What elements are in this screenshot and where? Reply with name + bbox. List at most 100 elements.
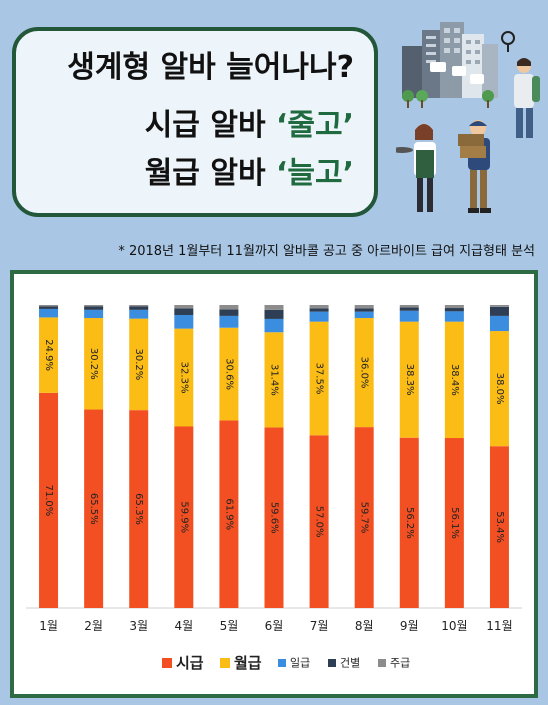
data-label-1-9: 56.2% [404, 507, 415, 539]
legend-label-2: 월급 [234, 654, 262, 672]
bar-segment-5-10 [444, 305, 464, 309]
data-label-1-5: 61.9% [223, 498, 234, 530]
bar-segment-4-2 [84, 306, 104, 310]
bar-segment-3-2 [84, 309, 104, 319]
data-label-1-2: 65.5% [88, 493, 99, 525]
bar-segment-1-7 [309, 435, 329, 608]
bar-segment-4-11 [489, 306, 509, 316]
subline-hourly-prefix: 시급 알바 [144, 108, 276, 143]
bar-segment-3-11 [489, 315, 509, 332]
bar-segment-2-1 [39, 317, 59, 393]
x-tick-label-1: 1월 [39, 619, 58, 633]
subline-monthly-highlight: ‘늘고’ [276, 156, 354, 191]
data-label-1-1: 71.0% [43, 485, 54, 517]
bar-segment-3-10 [444, 311, 464, 322]
bar-segment-2-8 [354, 318, 374, 428]
bar-segment-5-8 [354, 305, 374, 309]
bar-segment-2-5 [219, 327, 239, 421]
x-tick-label-9: 9월 [400, 619, 419, 633]
bar-segment-2-6 [264, 332, 284, 428]
bar-segment-2-7 [309, 321, 329, 436]
data-label-1-4: 59.9% [178, 501, 189, 533]
bar-segment-3-7 [309, 311, 329, 322]
bar-segment-5-2 [84, 305, 104, 307]
x-tick-label-6: 6월 [265, 619, 284, 633]
x-tick-label-11: 11월 [486, 619, 512, 633]
subline-hourly: 시급 알바 ‘줄고’ [145, 109, 354, 143]
bar-segment-4-6 [264, 309, 284, 319]
bar-segment-1-9 [399, 437, 419, 608]
phone-commuter-figure [501, 31, 540, 138]
legend-label-4: 건별 [340, 657, 360, 670]
bar-segment-2-9 [399, 321, 419, 438]
bar-segment-2-11 [489, 331, 509, 447]
data-label-1-11: 53.4% [494, 511, 505, 543]
delivery-worker-figure [458, 120, 491, 213]
bar-segment-4-9 [399, 307, 419, 311]
bar-segment-2-4 [174, 328, 194, 427]
bar-segment-1-2 [84, 409, 104, 608]
city-workers-illustration [396, 22, 540, 213]
bar-segment-3-1 [39, 308, 59, 318]
bar-segment-5-7 [309, 305, 329, 309]
legend-swatch-2 [220, 658, 230, 668]
subline-monthly: 월급 알바 ‘늘고’ [145, 157, 354, 191]
bar-segment-4-4 [174, 308, 194, 315]
bar-segment-3-9 [399, 310, 419, 322]
x-tick-label-10: 10월 [441, 619, 467, 633]
headline: 생계형 알바 늘어나나? [67, 51, 354, 85]
bar-segment-1-3 [129, 410, 149, 608]
bar-segment-4-7 [309, 308, 329, 312]
data-label-2-10: 38.4% [449, 364, 460, 396]
data-label-1-6: 59.6% [269, 502, 280, 534]
bar-segment-5-3 [129, 305, 149, 307]
bar-segment-1-1 [39, 392, 59, 608]
bar-segment-3-5 [219, 315, 239, 328]
bar-segment-1-8 [354, 427, 374, 608]
legend-swatch-4 [328, 659, 336, 667]
bar-segment-1-5 [219, 420, 239, 608]
data-label-2-6: 31.4% [269, 364, 280, 396]
data-label-2-8: 36.0% [359, 357, 370, 389]
bar-segment-4-8 [354, 308, 374, 312]
bar-segment-4-3 [129, 306, 149, 310]
bar-segment-3-3 [129, 309, 149, 319]
data-label-1-10: 56.1% [449, 507, 460, 539]
data-label-2-4: 32.3% [178, 362, 189, 394]
bar-segment-4-5 [219, 309, 239, 316]
x-tick-label-5: 5월 [220, 619, 239, 633]
bar-segment-1-6 [264, 427, 284, 608]
data-label-2-11: 38.0% [494, 373, 505, 405]
buildings-group [402, 22, 498, 98]
x-tick-label-8: 8월 [355, 619, 374, 633]
bar-segment-5-4 [174, 305, 194, 309]
data-label-2-7: 37.5% [314, 363, 325, 395]
data-label-2-5: 30.6% [223, 358, 234, 390]
bar-segment-5-9 [399, 305, 419, 308]
bar-segment-5-5 [219, 305, 239, 310]
bar-segment-4-10 [444, 308, 464, 312]
bar-segment-3-6 [264, 318, 284, 333]
stacked-bar-chart: 71.0% 24.9% 1월 65.5% 30.2% 2월 65.3% 30.2% 3월 59.9… [26, 305, 522, 672]
legend-label-5: 주급 [390, 657, 410, 670]
bar-segment-3-4 [174, 314, 194, 329]
bar-segment-2-3 [129, 318, 149, 411]
legend-swatch-1 [162, 658, 172, 668]
legend-label-1: 시급 [176, 654, 204, 672]
bar-segment-2-2 [84, 318, 104, 410]
bar-segment-1-11 [489, 446, 509, 608]
headline-text: 생계형 알바 늘어나나? [67, 50, 354, 85]
subline-hourly-highlight: ‘줄고’ [276, 108, 354, 143]
bar-segment-1-10 [444, 438, 464, 608]
x-tick-label-7: 7월 [310, 619, 329, 633]
subline-monthly-prefix: 월급 알바 [144, 156, 276, 191]
x-tick-label-2: 2월 [84, 619, 103, 633]
chart-frame: 71.0% 24.9% 1월 65.5% 30.2% 2월 65.3% 30.2% 3월 59.9… [10, 270, 538, 698]
data-label-1-3: 65.3% [133, 493, 144, 525]
data-label-2-2: 30.2% [88, 348, 99, 380]
data-label-1-7: 57.0% [314, 506, 325, 538]
data-label-1-8: 59.7% [359, 502, 370, 534]
bar-segment-5-6 [264, 305, 284, 310]
title-box: 생계형 알바 늘어나나? 시급 알바 ‘줄고’ 월급 알바 ‘늘고’ [12, 27, 378, 217]
source-note: * 2018년 1월부터 11월까지 알바콜 공고 중 아르바이트 급여 지급형… [118, 244, 535, 259]
